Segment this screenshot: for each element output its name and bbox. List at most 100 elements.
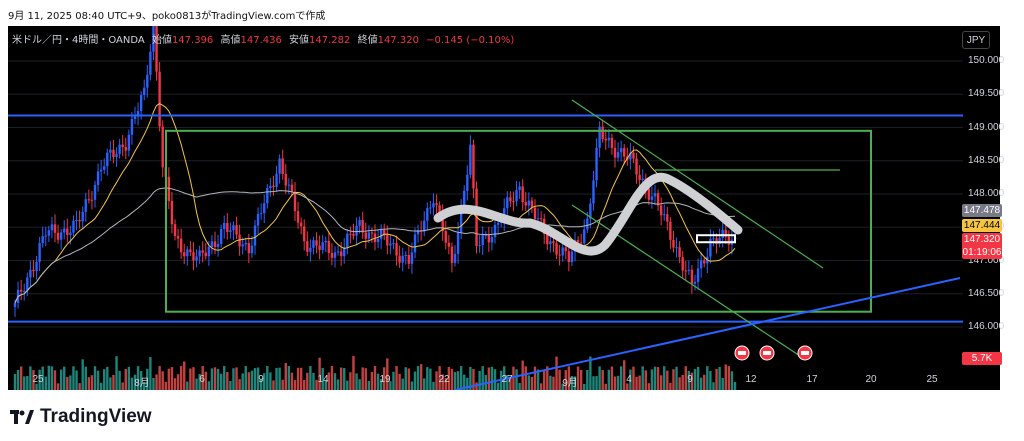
volume-bar bbox=[349, 372, 352, 390]
candle-body bbox=[339, 251, 343, 257]
volume-bar bbox=[419, 364, 423, 390]
volume-bar bbox=[355, 373, 358, 390]
candle-body bbox=[669, 221, 672, 240]
volume-bar bbox=[570, 375, 574, 390]
volume-tag: 5.7K bbox=[962, 352, 1002, 365]
candle-body bbox=[99, 169, 103, 172]
candle-body bbox=[213, 241, 217, 247]
candle-body bbox=[466, 174, 469, 191]
volume-bar bbox=[189, 368, 192, 390]
volume-bar bbox=[423, 378, 426, 390]
candle-body bbox=[527, 200, 531, 206]
candle-body bbox=[623, 148, 626, 157]
candle-body bbox=[659, 205, 663, 216]
candle-body bbox=[546, 234, 549, 245]
volume-bar bbox=[576, 366, 580, 390]
volume-bar bbox=[715, 368, 718, 390]
price-axis-label: 150.000 bbox=[968, 55, 1005, 66]
candle-body bbox=[324, 240, 327, 243]
candle-body bbox=[426, 207, 429, 221]
volume-bar bbox=[152, 377, 155, 390]
high-label: 高値 bbox=[220, 35, 241, 46]
volume-bar bbox=[592, 376, 595, 390]
candle-body bbox=[401, 255, 404, 263]
time-axis-label: 19 bbox=[379, 374, 391, 385]
volume-bar bbox=[23, 376, 26, 390]
low-value: 147.282 bbox=[309, 35, 351, 46]
candle-body bbox=[727, 236, 731, 245]
price-chart[interactable] bbox=[8, 26, 1000, 390]
volume-bar bbox=[41, 366, 44, 390]
candle-body bbox=[149, 51, 152, 75]
volume-bar bbox=[266, 366, 269, 390]
volume-bar bbox=[66, 376, 69, 390]
volume-bar bbox=[53, 370, 57, 390]
volume-bar bbox=[706, 366, 709, 390]
candle-body bbox=[189, 249, 192, 253]
candle-body bbox=[118, 144, 121, 154]
volume-bar bbox=[555, 356, 558, 390]
volume-bar bbox=[404, 367, 407, 390]
volume-bar bbox=[26, 376, 29, 390]
volume-bar bbox=[343, 368, 346, 390]
chart-canvas[interactable] bbox=[8, 26, 1000, 390]
candle-body bbox=[721, 229, 724, 238]
time-axis-label: 17 bbox=[806, 374, 818, 385]
candle-body bbox=[13, 303, 17, 308]
volume-bar bbox=[213, 367, 217, 390]
candle-body bbox=[376, 238, 380, 243]
candle-body bbox=[447, 242, 451, 247]
volume-bar bbox=[727, 366, 731, 390]
close-label: 終値 bbox=[357, 35, 378, 46]
candle-body bbox=[656, 193, 660, 206]
candle-body bbox=[635, 158, 638, 175]
candle-body bbox=[176, 236, 180, 239]
candle-body bbox=[456, 232, 460, 254]
candle-body bbox=[690, 269, 694, 284]
price-axis-label: 149.000 bbox=[968, 121, 1005, 133]
volume-bar bbox=[290, 372, 294, 390]
volume-bar bbox=[361, 367, 364, 390]
candle-body bbox=[432, 203, 435, 208]
volume-bar bbox=[518, 383, 521, 390]
candle-body bbox=[561, 247, 564, 256]
volume-bar bbox=[118, 370, 121, 390]
candle-body bbox=[416, 229, 420, 235]
volume-bar bbox=[407, 368, 411, 390]
volume-bar bbox=[164, 381, 167, 390]
volume-bar bbox=[247, 372, 251, 390]
candle-body bbox=[696, 268, 700, 282]
candle-body bbox=[619, 148, 623, 153]
candle-body bbox=[290, 184, 294, 192]
volume-bar bbox=[149, 356, 152, 390]
candle-body bbox=[518, 186, 521, 191]
volume-bar bbox=[696, 366, 700, 390]
candle-body bbox=[490, 237, 494, 243]
volume-bar bbox=[186, 381, 189, 390]
volume-bar bbox=[241, 373, 244, 390]
volume-bar bbox=[56, 383, 60, 390]
candle-body bbox=[684, 270, 687, 272]
candle-body bbox=[687, 269, 691, 271]
us-flag-event-icon bbox=[763, 351, 771, 355]
candle-body bbox=[539, 218, 543, 220]
candle-body bbox=[312, 240, 315, 248]
candle-body bbox=[115, 153, 118, 157]
volume-bar bbox=[364, 368, 367, 390]
volume-bar bbox=[161, 371, 164, 390]
candle-body bbox=[195, 256, 198, 261]
candle-body bbox=[453, 253, 457, 263]
price-marker-box bbox=[696, 234, 736, 244]
volume-bar bbox=[656, 367, 660, 390]
candle-body bbox=[69, 232, 72, 235]
volume-bar bbox=[358, 379, 361, 390]
candle-body bbox=[133, 116, 137, 119]
volume-bar bbox=[653, 366, 657, 390]
candle-body bbox=[570, 251, 574, 263]
candle-body bbox=[72, 220, 75, 233]
volume-bar bbox=[730, 371, 734, 390]
candle-body bbox=[226, 223, 229, 232]
currency-button[interactable]: JPY bbox=[962, 31, 990, 49]
candle-body bbox=[303, 226, 306, 242]
volume-bar bbox=[543, 370, 546, 390]
